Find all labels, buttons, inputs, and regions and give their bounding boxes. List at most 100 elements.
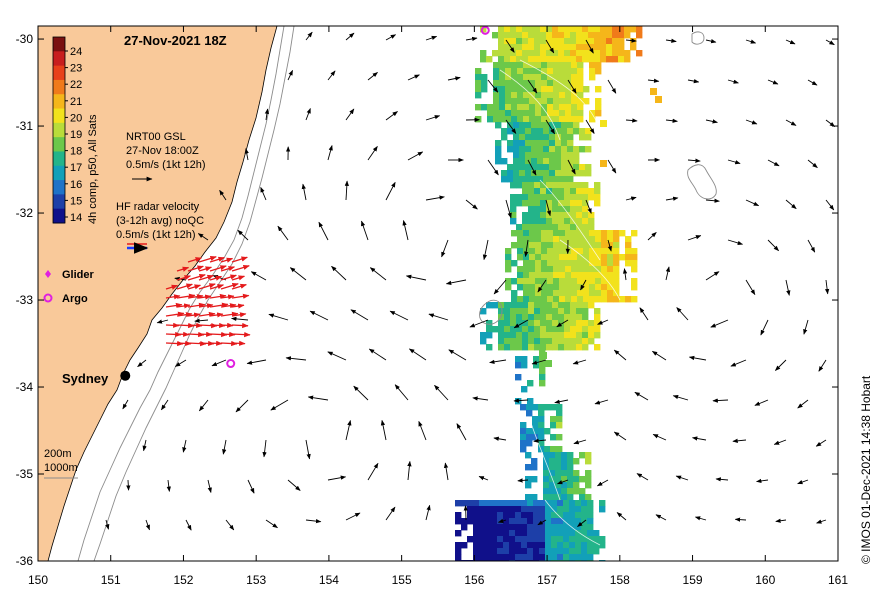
sst-pixel <box>577 230 584 237</box>
gsl-vector <box>537 279 547 293</box>
sst-pixel <box>564 302 571 309</box>
gsl-vector <box>715 477 729 482</box>
gsl-vector <box>174 359 187 367</box>
sst-pixel <box>529 62 536 69</box>
hf-vector <box>187 273 206 281</box>
sst-pixel <box>546 224 553 231</box>
sst-pixel <box>529 290 536 297</box>
sst-pixel <box>485 542 492 549</box>
sst-pixel <box>533 554 540 561</box>
sst-pixel <box>565 260 572 267</box>
sst-pixel <box>612 38 619 45</box>
sst-pixel <box>551 512 558 519</box>
sst-pixel <box>589 290 596 297</box>
sst-pixel <box>479 542 486 549</box>
hf-vector <box>198 283 216 290</box>
sst-pixel <box>535 296 542 303</box>
sst-pixel <box>507 146 514 153</box>
sst-pixel <box>533 512 540 519</box>
sst-pixel <box>534 344 541 351</box>
argo-legend-label: Argo <box>62 293 88 305</box>
sst-pixel <box>569 500 576 507</box>
sst-pixel <box>588 302 595 309</box>
sst-pixel <box>467 518 474 525</box>
sst-pixel <box>558 188 565 195</box>
sst-pixel <box>625 260 632 267</box>
sst-pixel <box>559 80 566 87</box>
sst-pixel <box>559 278 566 285</box>
sst-pixel <box>588 332 595 339</box>
colorbar-segment <box>53 122 65 138</box>
sst-pixel <box>522 326 529 333</box>
sst-pixel <box>607 254 614 261</box>
sst-pixel <box>576 182 583 189</box>
sst-pixel <box>509 554 516 561</box>
sst-pixel <box>535 230 542 237</box>
sst-pixel <box>557 518 564 525</box>
sst-contour <box>539 179 601 261</box>
sst-pixel <box>600 56 607 63</box>
sst-pixel <box>529 242 536 249</box>
sst-pixel <box>535 62 542 69</box>
gsl-vector <box>161 399 169 411</box>
sst-pixel <box>505 104 512 111</box>
sst-pixel <box>567 140 574 147</box>
sst-pixel <box>555 158 562 165</box>
sst-pixel <box>582 56 589 63</box>
sst-pixel <box>510 326 517 333</box>
hf-vector <box>187 284 202 290</box>
sst-pixel <box>595 284 602 291</box>
sst-pixel <box>595 86 602 93</box>
sst-pixel <box>582 344 589 351</box>
sst-pixel <box>516 26 523 33</box>
sst-pixel <box>546 338 553 345</box>
sst-pixel <box>519 176 526 183</box>
sst-pixel <box>480 308 487 315</box>
sst-pixel <box>573 122 580 129</box>
gsl-vector <box>207 479 212 494</box>
sst-pixel <box>552 32 559 39</box>
hf-vector <box>220 257 234 263</box>
sst-pixel <box>549 176 556 183</box>
sst-pixel <box>535 284 542 291</box>
hf-radar-vectors <box>165 255 251 347</box>
sst-pixel <box>485 554 492 561</box>
colorbar-segment <box>53 51 65 67</box>
sst-pixel <box>541 284 548 291</box>
sst-pixel <box>541 260 548 267</box>
sst-pixel <box>595 296 602 303</box>
sst-pixel <box>576 206 583 213</box>
gsl-vector <box>465 36 478 42</box>
sst-pixel <box>582 200 589 207</box>
colorbar-tick-label: 20 <box>70 112 82 124</box>
sst-pixel <box>561 494 568 501</box>
sst-pixel <box>534 320 541 327</box>
sst-pixel <box>558 338 565 345</box>
sst-pixel <box>549 122 556 129</box>
sst-pixel <box>588 50 595 57</box>
glider-legend-label: Glider <box>62 269 95 281</box>
sst-pixel <box>594 56 601 63</box>
gsl-vector <box>156 319 169 324</box>
sst-pixel <box>612 26 619 33</box>
gsl-vector <box>425 115 441 121</box>
sst-pixel <box>552 218 559 225</box>
sst-pixel <box>543 494 550 501</box>
sst-pixel <box>511 110 518 117</box>
sst-pixel <box>521 542 528 549</box>
gsl-vector <box>652 433 667 441</box>
sst-pixel <box>594 194 601 201</box>
sst-pixel <box>577 110 584 117</box>
sst-pixel <box>607 278 614 285</box>
sst-pixel <box>485 500 492 507</box>
hf-vector <box>209 275 223 281</box>
sst-pixel <box>564 38 571 45</box>
sst-pixel <box>589 116 596 123</box>
sst-pixel <box>546 320 553 327</box>
sst-pixel <box>551 548 558 555</box>
sst-pixel <box>551 554 558 561</box>
sst-pixel <box>546 200 553 207</box>
sst-pixel <box>551 524 558 531</box>
sst-pixel <box>571 242 578 249</box>
